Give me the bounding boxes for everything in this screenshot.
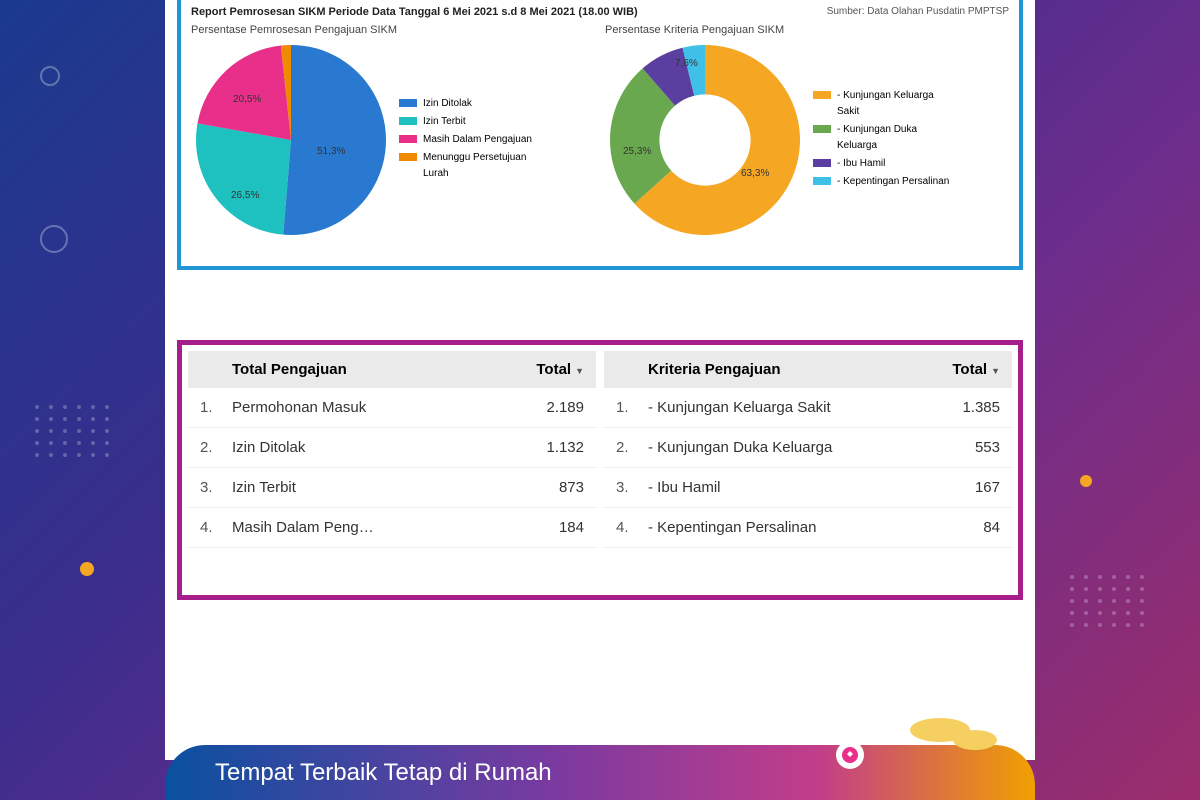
chart1-column: Persentase Pemrosesan Pengajuan SIKM 51,… <box>191 24 595 240</box>
legend-swatch <box>813 125 831 133</box>
row-total: 1.132 <box>504 439 584 456</box>
row-total: 184 <box>504 519 584 536</box>
table-row: 4.Masih Dalam Peng…184 <box>188 508 596 548</box>
row-total: 1.385 <box>920 399 1000 416</box>
legend-swatch <box>813 91 831 99</box>
report-title: Report Pemrosesan SIKM Periode Data Tang… <box>191 6 638 18</box>
bg-circle-1 <box>40 66 60 86</box>
pie-slice <box>196 123 291 234</box>
chart1-title: Persentase Pemrosesan Pengajuan SIKM <box>191 24 595 36</box>
legend-item: Masih Dalam Pengajuan <box>399 132 543 148</box>
footer-illustration <box>820 710 1000 780</box>
legend-label: - Kepentingan Persalinan <box>837 174 949 190</box>
table-left: Total Pengajuan Total▼ 1.Permohonan Masu… <box>188 351 596 589</box>
table-right-header-label: Kriteria Pengajuan <box>648 361 920 378</box>
pie-slice-label: 20,5% <box>233 94 261 105</box>
legend-label: - Ibu Hamil <box>837 156 885 172</box>
row-total: 873 <box>504 479 584 496</box>
table-row: 1.- Kunjungan Keluarga Sakit1.385 <box>604 388 1012 428</box>
pie-slice-label: 25,3% <box>623 146 651 157</box>
legend-item: Izin Terbit <box>399 114 543 130</box>
table-left-header-label: Total Pengajuan <box>232 361 504 378</box>
table-right: Kriteria Pengajuan Total▼ 1.- Kunjungan … <box>604 351 1012 589</box>
charts-panel: Report Pemrosesan SIKM Periode Data Tang… <box>177 0 1023 270</box>
legend-item: Menunggu Persetujuan Lurah <box>399 150 543 182</box>
pie-slice <box>197 46 291 140</box>
chart2-legend: - Kunjungan Keluarga Sakit- Kunjungan Du… <box>813 88 957 192</box>
row-label: Izin Terbit <box>232 479 504 496</box>
pie-slice-label: 26,5% <box>231 190 259 201</box>
charts-header: Report Pemrosesan SIKM Periode Data Tang… <box>191 4 1009 24</box>
legend-swatch <box>399 99 417 107</box>
bg-dots-grid-1 <box>35 405 111 457</box>
pie-slice-label: 51,3% <box>317 146 345 157</box>
tables-panel: Total Pengajuan Total▼ 1.Permohonan Masu… <box>177 340 1023 600</box>
legend-item: - Kunjungan Keluarga Sakit <box>813 88 957 120</box>
pie-slice-label: 7,6% <box>675 58 698 69</box>
report-source: Sumber: Data Olahan Pusdatin PMPTSP <box>827 6 1009 18</box>
row-total: 553 <box>920 439 1000 456</box>
row-index: 2. <box>616 439 648 456</box>
row-index: 3. <box>200 479 232 496</box>
table-row: 4.- Kepentingan Persalinan84 <box>604 508 1012 548</box>
legend-item: - Ibu Hamil <box>813 156 957 172</box>
row-index: 4. <box>616 519 648 536</box>
row-index: 1. <box>616 399 648 416</box>
table-left-header-total[interactable]: Total▼ <box>504 361 584 378</box>
row-label: - Kunjungan Duka Keluarga <box>648 439 920 456</box>
legend-label: Izin Ditolak <box>423 96 472 112</box>
sort-desc-icon: ▼ <box>991 366 1000 376</box>
bg-dots-grid-2 <box>1070 575 1146 627</box>
table-right-header: Kriteria Pengajuan Total▼ <box>604 351 1012 388</box>
row-total: 2.189 <box>504 399 584 416</box>
table-row: 3.- Ibu Hamil167 <box>604 468 1012 508</box>
legend-item: - Kunjungan Duka Keluarga <box>813 122 957 154</box>
footer-text: Tempat Terbaik Tetap di Rumah <box>215 759 552 786</box>
chart1-pie: 51,3% 26,5% 20,5% <box>191 40 391 240</box>
content-card: Report Pemrosesan SIKM Periode Data Tang… <box>165 0 1035 760</box>
legend-item: Izin Ditolak <box>399 96 543 112</box>
pie-slice <box>283 45 386 235</box>
row-index: 4. <box>200 519 232 536</box>
row-label: - Kunjungan Keluarga Sakit <box>648 399 920 416</box>
chart2-column: Persentase Kriteria Pengajuan SIKM 63,3%… <box>605 24 1009 240</box>
legend-swatch <box>813 177 831 185</box>
legend-swatch <box>399 153 417 161</box>
chart2-title: Persentase Kriteria Pengajuan SIKM <box>605 24 1009 36</box>
row-label: Izin Ditolak <box>232 439 504 456</box>
row-label: - Ibu Hamil <box>648 479 920 496</box>
legend-item: - Kepentingan Persalinan <box>813 174 957 190</box>
legend-label: Izin Terbit <box>423 114 466 130</box>
legend-swatch <box>399 117 417 125</box>
table-row: 2.Izin Ditolak1.132 <box>188 428 596 468</box>
bg-circle-2 <box>40 225 68 253</box>
row-label: Permohonan Masuk <box>232 399 504 416</box>
table-left-header: Total Pengajuan Total▼ <box>188 351 596 388</box>
legend-swatch <box>813 159 831 167</box>
legend-label: - Kunjungan Duka Keluarga <box>837 122 957 154</box>
row-total: 84 <box>920 519 1000 536</box>
table-row: 2.- Kunjungan Duka Keluarga553 <box>604 428 1012 468</box>
row-index: 1. <box>200 399 232 416</box>
table-row: 1.Permohonan Masuk2.189 <box>188 388 596 428</box>
row-index: 2. <box>200 439 232 456</box>
row-label: - Kepentingan Persalinan <box>648 519 920 536</box>
table-right-header-total[interactable]: Total▼ <box>920 361 1000 378</box>
row-index: 3. <box>616 479 648 496</box>
legend-label: - Kunjungan Keluarga Sakit <box>837 88 957 120</box>
chart2-donut: 63,3% 25,3% 7,6% <box>605 40 805 240</box>
row-total: 167 <box>920 479 1000 496</box>
legend-swatch <box>399 135 417 143</box>
sort-desc-icon: ▼ <box>575 366 584 376</box>
chart1-legend: Izin Ditolak Izin Terbit Masih Dalam Penga… <box>399 96 543 184</box>
row-label: Masih Dalam Peng… <box>232 519 504 536</box>
pie-slice-label: 63,3% <box>741 168 769 179</box>
table-row: 3.Izin Terbit873 <box>188 468 596 508</box>
legend-label: Menunggu Persetujuan Lurah <box>423 150 543 182</box>
legend-label: Masih Dalam Pengajuan <box>423 132 532 148</box>
bg-dot-orange-2 <box>1080 475 1092 487</box>
bg-dot-orange-1 <box>80 562 94 576</box>
